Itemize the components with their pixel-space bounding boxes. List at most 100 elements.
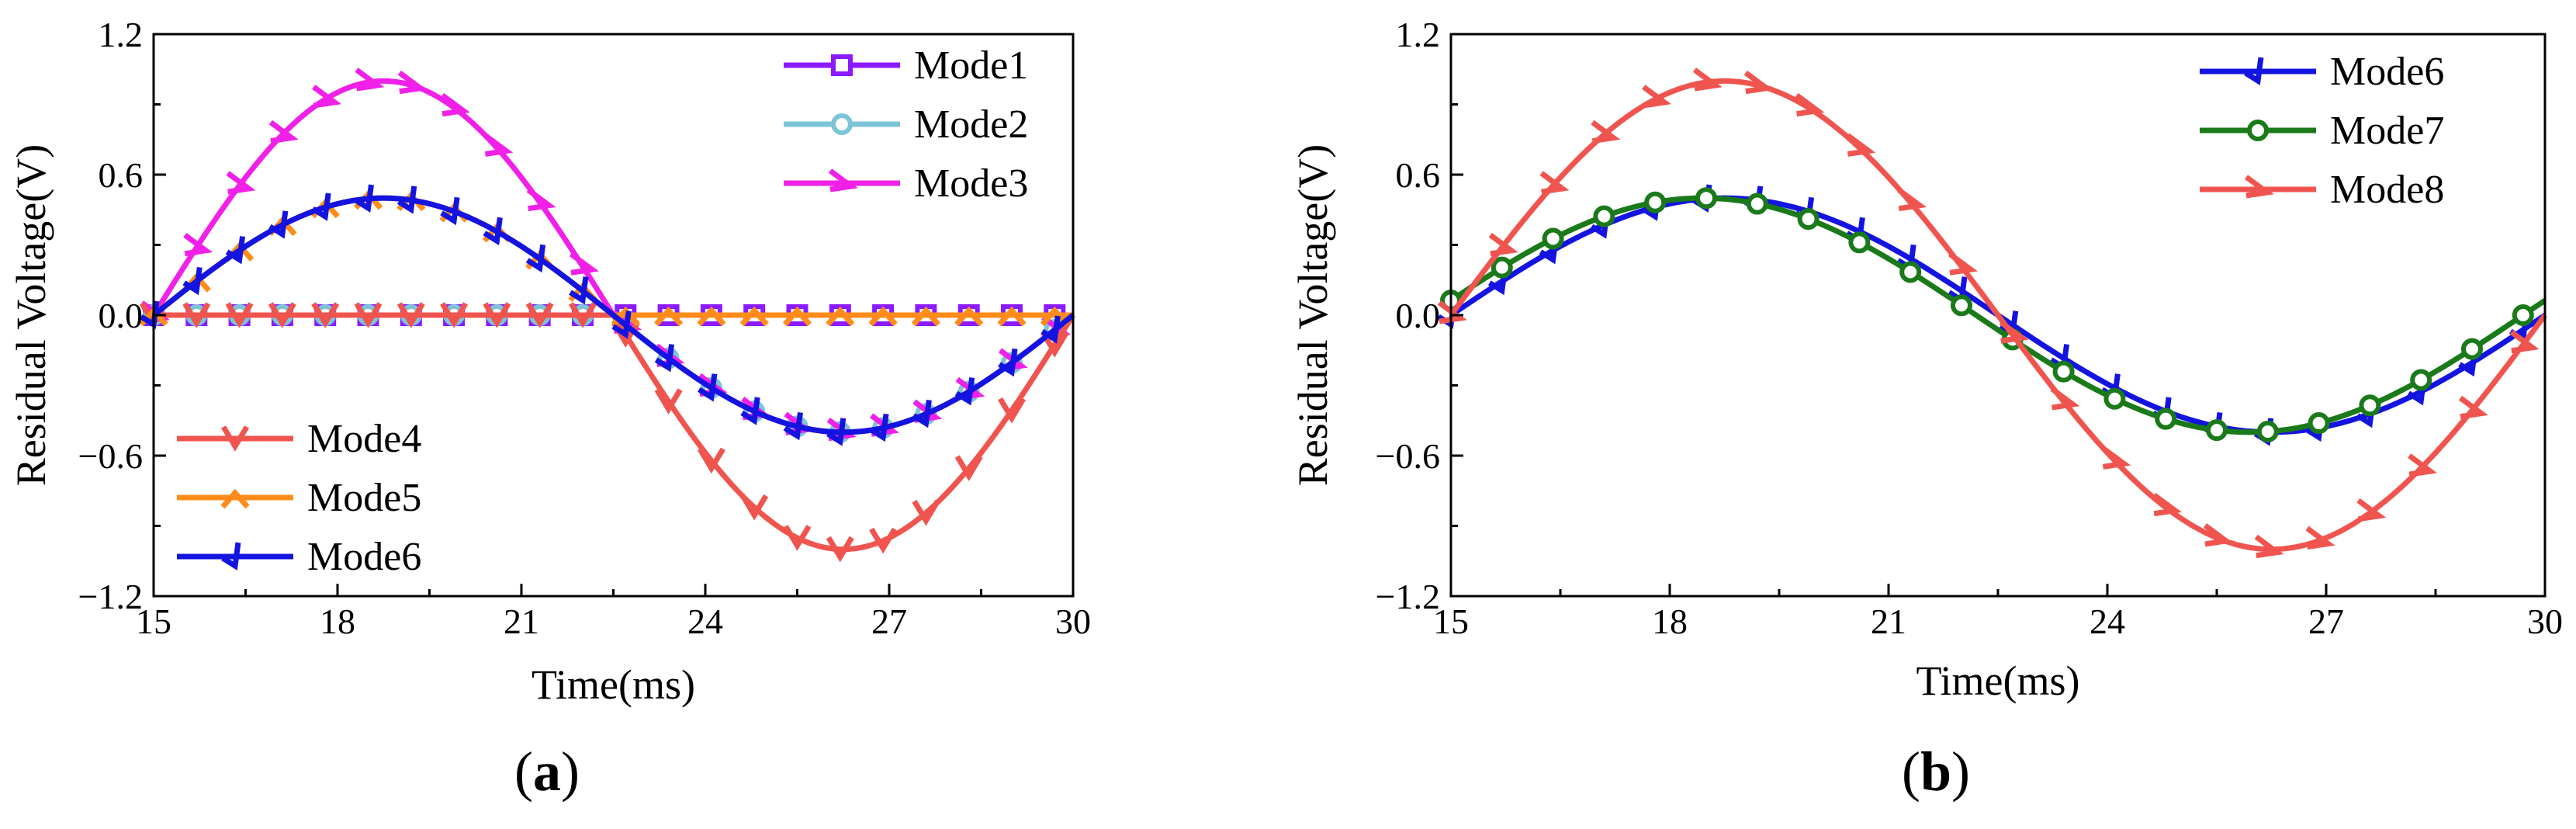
data-point-mode7 <box>2103 387 2126 410</box>
data-point-mode7 <box>2359 394 2381 417</box>
legend-label-mode2: Mode2 <box>914 102 1028 147</box>
data-point-mode7 <box>2256 421 2279 443</box>
data-point-mode6 <box>396 186 417 214</box>
data-point-mode5 <box>868 306 898 327</box>
y-axis-label: Residual Voltage(V) <box>1290 144 1336 486</box>
data-point-mode5 <box>911 306 941 327</box>
data-point-mode5 <box>653 306 684 327</box>
data-point-mode8 <box>2356 498 2387 522</box>
data-point-mode3 <box>569 251 599 276</box>
legend-label-mode4: Mode4 <box>307 417 421 461</box>
data-point-mode4 <box>997 397 1027 424</box>
data-point-mode4 <box>783 525 812 551</box>
data-point-mode6 <box>268 210 289 239</box>
y-tick-label: 1.2 <box>1396 15 1441 54</box>
data-point-mode7 <box>2410 369 2432 391</box>
y-tick-label: 0.0 <box>99 296 144 335</box>
data-point-mode8 <box>1488 232 1518 257</box>
x-tick-label: 24 <box>687 602 723 641</box>
data-point-mode7 <box>1644 191 1667 213</box>
data-point-mode7 <box>2512 304 2534 326</box>
panel-caption: (b) <box>1902 741 1970 803</box>
legend-marker-mode3 <box>828 168 858 193</box>
data-point-mode8 <box>1437 300 1467 324</box>
legend-label-mode3: Mode3 <box>914 161 1028 206</box>
data-point-mode6 <box>698 373 718 402</box>
legend-marker-mode5 <box>220 488 250 509</box>
legend-upper: Mode6 Mode7 Mode8 <box>2200 50 2444 212</box>
data-point-mode8 <box>1897 187 1927 212</box>
legend-upper: Mode1 Mode2 Mode3 <box>784 43 1028 206</box>
data-point-mode6 <box>654 344 675 373</box>
data-point-mode4 <box>654 388 683 414</box>
legend-lower: Mode4 Mode5 Mode6 <box>177 417 421 579</box>
panel-a: 15 18 21 24 27 30 −1.2 −0.6 0.0 0.6 1.2 Time(ms) Res… <box>8 15 1091 803</box>
data-point-mode7 <box>2155 408 2177 430</box>
data-point-mode3 <box>183 232 213 257</box>
y-tick-label: 0.6 <box>1396 155 1441 195</box>
data-point-mode4 <box>826 536 854 563</box>
data-point-mode8 <box>1743 70 1774 95</box>
data-point-mode6 <box>483 217 503 246</box>
x-tick-label: 18 <box>1652 602 1688 641</box>
data-point-mode3 <box>397 70 428 95</box>
data-point-mode7 <box>1951 294 1972 317</box>
data-point-mode8 <box>2050 387 2080 411</box>
x-tick-label: 21 <box>504 602 539 641</box>
data-point-mode8 <box>1846 133 1876 157</box>
series-line-mode5 <box>151 195 1073 318</box>
data-point-mode6 <box>869 413 889 442</box>
data-point-mode4 <box>869 527 898 554</box>
legend-marker-mode6 <box>2244 57 2264 85</box>
data-point-mode8 <box>2254 534 2284 559</box>
data-point-mode3 <box>526 187 556 212</box>
data-point-mode7 <box>1542 227 1564 250</box>
x-axis-label: Time(ms) <box>531 661 695 708</box>
data-point-mode4 <box>182 302 211 328</box>
legend-label-mode6: Mode6 <box>307 535 421 579</box>
legend-marker-mode1 <box>831 54 853 76</box>
series-mode4 <box>139 302 1075 563</box>
data-point-mode6 <box>311 193 331 221</box>
data-point-mode7 <box>1848 231 1871 254</box>
data-point-mode6 <box>611 310 632 339</box>
data-point-mode8 <box>1692 68 1723 92</box>
series-mode6 <box>140 184 1075 446</box>
data-point-mode6 <box>740 397 760 425</box>
data-point-mode3 <box>483 133 514 157</box>
data-point-mode6 <box>225 236 246 265</box>
data-point-mode3 <box>268 120 299 144</box>
data-point-mode8 <box>2509 329 2540 354</box>
data-point-mode6 <box>1040 315 1061 344</box>
data-point-mode7 <box>2308 412 2330 435</box>
data-point-mode7 <box>2052 360 2075 383</box>
data-point-mode6 <box>569 276 589 305</box>
data-point-mode8 <box>2101 446 2131 470</box>
data-point-mode4 <box>568 302 597 328</box>
legend-label-mode1: Mode1 <box>914 43 1028 88</box>
data-point-mode6 <box>354 184 374 213</box>
data-point-mode6 <box>783 411 803 441</box>
data-point-mode6 <box>912 399 932 428</box>
data-point-mode8 <box>2203 523 2233 547</box>
series-mode8 <box>1437 68 2547 559</box>
x-tick-label: 27 <box>871 602 907 641</box>
y-tick-label: −1.2 <box>78 577 143 616</box>
data-point-mode4 <box>525 302 554 328</box>
data-point-mode8 <box>1642 85 1672 109</box>
data-point-mode4 <box>354 302 383 328</box>
data-point-mode7 <box>1797 208 1819 231</box>
data-point-mode7 <box>1899 261 1922 283</box>
data-point-mode7 <box>2206 419 2228 442</box>
data-point-mode8 <box>1795 92 1825 117</box>
data-point-mode8 <box>1539 171 1570 195</box>
data-point-mode5 <box>954 306 984 327</box>
legend-marker-mode6 <box>221 542 241 571</box>
data-point-mode8 <box>2458 395 2488 420</box>
data-point-mode3 <box>226 171 256 195</box>
data-point-mode4 <box>225 302 254 328</box>
data-point-mode8 <box>2305 525 2335 550</box>
x-tick-label: 18 <box>320 602 355 641</box>
x-tick-label: 27 <box>2308 602 2344 641</box>
data-point-mode5 <box>997 306 1027 327</box>
